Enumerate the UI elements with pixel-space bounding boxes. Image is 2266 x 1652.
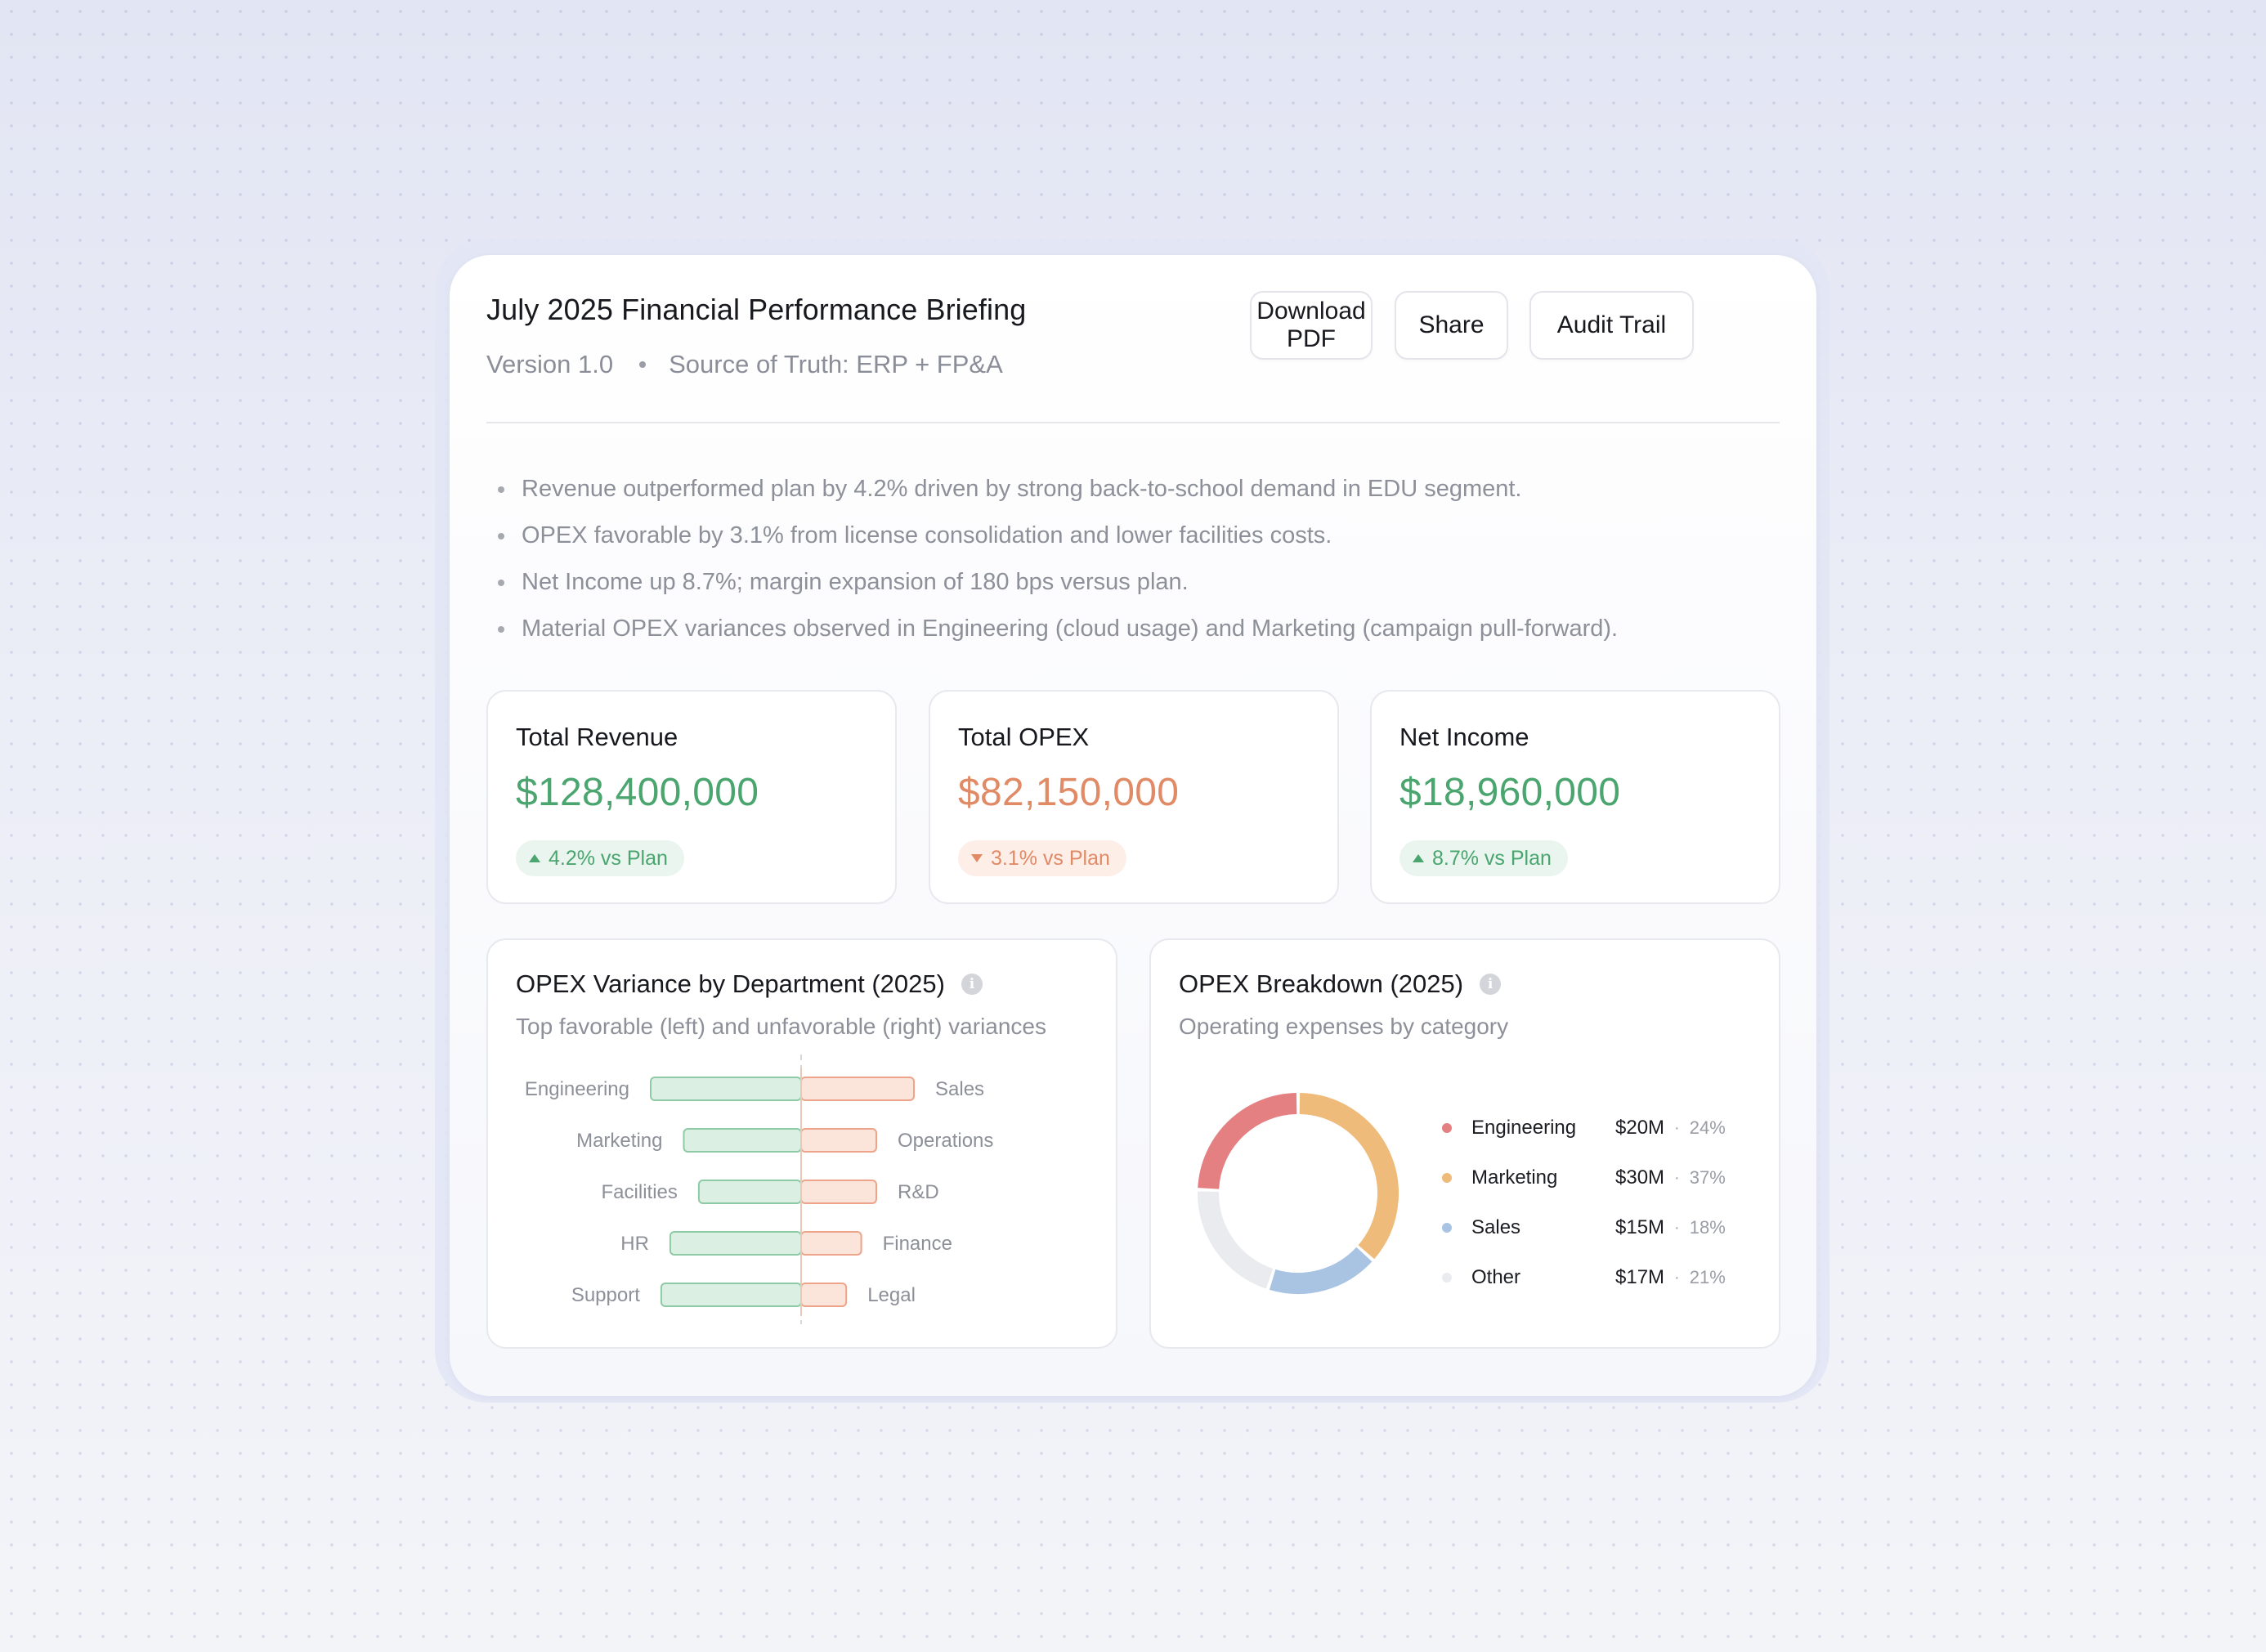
kpi-delta-text: 4.2% vs Plan <box>549 846 668 870</box>
legend-item-marketing: Marketing $30M · 37% <box>1442 1162 1726 1194</box>
legend-value: $17M <box>1615 1266 1665 1288</box>
briefing-card: July 2025 Financial Performance Briefing… <box>450 255 1816 1396</box>
kpi-delta-badge: 8.7% vs Plan <box>1399 840 1568 876</box>
donut-slice-marketing <box>1299 1093 1399 1260</box>
breakdown-panel: OPEX Breakdown (2025) i Operating expens… <box>1149 938 1780 1349</box>
legend-percent: 18% <box>1689 1217 1726 1238</box>
legend-item-other: Other $17M · 21% <box>1442 1261 1726 1294</box>
arrow-down-icon <box>971 854 983 862</box>
unfavorable-bar <box>800 1077 915 1101</box>
legend-swatch <box>1442 1223 1452 1233</box>
kpi-value: $128,400,000 <box>516 771 759 814</box>
info-icon[interactable]: i <box>961 974 983 995</box>
donut-slice-other <box>1198 1191 1274 1289</box>
legend-value: $20M <box>1615 1117 1665 1139</box>
legend-percent: 21% <box>1689 1267 1726 1287</box>
donut-slice-engineering <box>1198 1093 1297 1189</box>
legend-separator: · <box>1674 1168 1680 1187</box>
unfavorable-bar <box>800 1180 877 1204</box>
kpi-card-net-income: Net Income $18,960,000 8.7% vs Plan <box>1370 690 1780 904</box>
arrow-up-icon <box>1413 854 1424 862</box>
kpi-label: Total Revenue <box>516 723 678 751</box>
legend-name: Engineering <box>1471 1117 1577 1139</box>
panel-subtitle: Operating expenses by category <box>1179 1014 1509 1039</box>
list-item: Material OPEX variances observed in Engi… <box>486 606 1618 652</box>
meta-separator <box>639 361 647 368</box>
list-item: Net Income up 8.7%; margin expansion of … <box>486 559 1618 606</box>
unfavorable-bar <box>800 1283 848 1307</box>
favorable-bar <box>697 1180 803 1204</box>
panel-title: OPEX Variance by Department (2025) i <box>516 969 983 999</box>
kpi-value: $18,960,000 <box>1399 771 1621 814</box>
favorable-bar <box>683 1128 802 1153</box>
legend-swatch <box>1442 1123 1452 1133</box>
kpi-delta-badge: 4.2% vs Plan <box>516 840 684 876</box>
legend-separator: · <box>1674 1118 1680 1137</box>
download-pdf-button[interactable]: Download PDF <box>1250 291 1373 360</box>
legend-swatch <box>1442 1173 1452 1183</box>
favorable-bar <box>669 1231 802 1256</box>
kpi-card-revenue: Total Revenue $128,400,000 4.2% vs Plan <box>486 690 897 904</box>
list-item: OPEX favorable by 3.1% from license cons… <box>486 513 1618 559</box>
share-button[interactable]: Share <box>1395 291 1508 360</box>
panel-title-text: OPEX Breakdown (2025) <box>1179 969 1464 998</box>
donut-slice-sales <box>1269 1247 1373 1294</box>
favorable-label: Support <box>571 1284 640 1306</box>
audit-trail-button[interactable]: Audit Trail <box>1529 291 1694 360</box>
kpi-label: Total OPEX <box>958 723 1090 751</box>
unfavorable-label: Operations <box>898 1130 993 1152</box>
info-icon[interactable]: i <box>1480 974 1502 995</box>
legend-item-engineering: Engineering $20M · 24% <box>1442 1112 1726 1144</box>
favorable-label: HR <box>620 1233 649 1255</box>
unfavorable-label: Finance <box>883 1233 952 1255</box>
kpi-delta-text: 3.1% vs Plan <box>991 846 1110 870</box>
legend-name: Other <box>1471 1266 1521 1288</box>
source-label: Source of Truth: ERP + FP&A <box>669 350 1003 378</box>
unfavorable-label: Sales <box>935 1078 984 1100</box>
favorable-label: Facilities <box>602 1181 678 1203</box>
page-title: July 2025 Financial Performance Briefing <box>486 293 1027 326</box>
kpi-label: Net Income <box>1399 723 1529 751</box>
legend-name: Sales <box>1471 1216 1521 1238</box>
unfavorable-label: R&D <box>898 1181 939 1203</box>
favorable-label: Marketing <box>576 1130 662 1152</box>
favorable-bar <box>660 1283 802 1307</box>
kpi-delta-text: 8.7% vs Plan <box>1432 846 1552 870</box>
legend-name: Marketing <box>1471 1166 1558 1189</box>
favorable-bar <box>650 1077 802 1101</box>
legend-percent: 37% <box>1689 1167 1726 1188</box>
unfavorable-bar <box>800 1231 862 1256</box>
legend-separator: · <box>1674 1268 1680 1287</box>
arrow-up-icon <box>529 854 540 862</box>
legend-item-sales: Sales $15M · 18% <box>1442 1211 1726 1244</box>
legend-value: $15M <box>1615 1216 1665 1238</box>
unfavorable-label: Legal <box>867 1284 916 1306</box>
meta-line: Version 1.0 Source of Truth: ERP + FP&A <box>486 350 1003 379</box>
legend-separator: · <box>1674 1218 1680 1237</box>
kpi-value: $82,150,000 <box>958 771 1180 814</box>
version-label: Version 1.0 <box>486 350 614 378</box>
panel-title-text: OPEX Variance by Department (2025) <box>516 969 945 998</box>
unfavorable-bar <box>800 1128 877 1153</box>
opex-donut-chart <box>1198 1093 1399 1294</box>
variance-panel: OPEX Variance by Department (2025) i Top… <box>486 938 1117 1349</box>
variance-chart: Engineering Marketing Facilities HR Support S… <box>525 1054 993 1324</box>
highlights-list: Revenue outperformed plan by 4.2% driven… <box>486 466 1618 652</box>
legend-value: $30M <box>1615 1166 1665 1189</box>
legend-swatch <box>1442 1273 1452 1283</box>
header-divider <box>486 422 1780 423</box>
kpi-delta-badge: 3.1% vs Plan <box>958 840 1126 876</box>
favorable-label: Engineering <box>525 1078 629 1100</box>
kpi-card-opex: Total OPEX $82,150,000 3.1% vs Plan <box>929 690 1339 904</box>
panel-subtitle: Top favorable (left) and unfavorable (ri… <box>516 1014 1047 1039</box>
panel-title: OPEX Breakdown (2025) i <box>1179 969 1502 999</box>
list-item: Revenue outperformed plan by 4.2% driven… <box>486 466 1618 513</box>
legend-percent: 24% <box>1689 1117 1726 1138</box>
